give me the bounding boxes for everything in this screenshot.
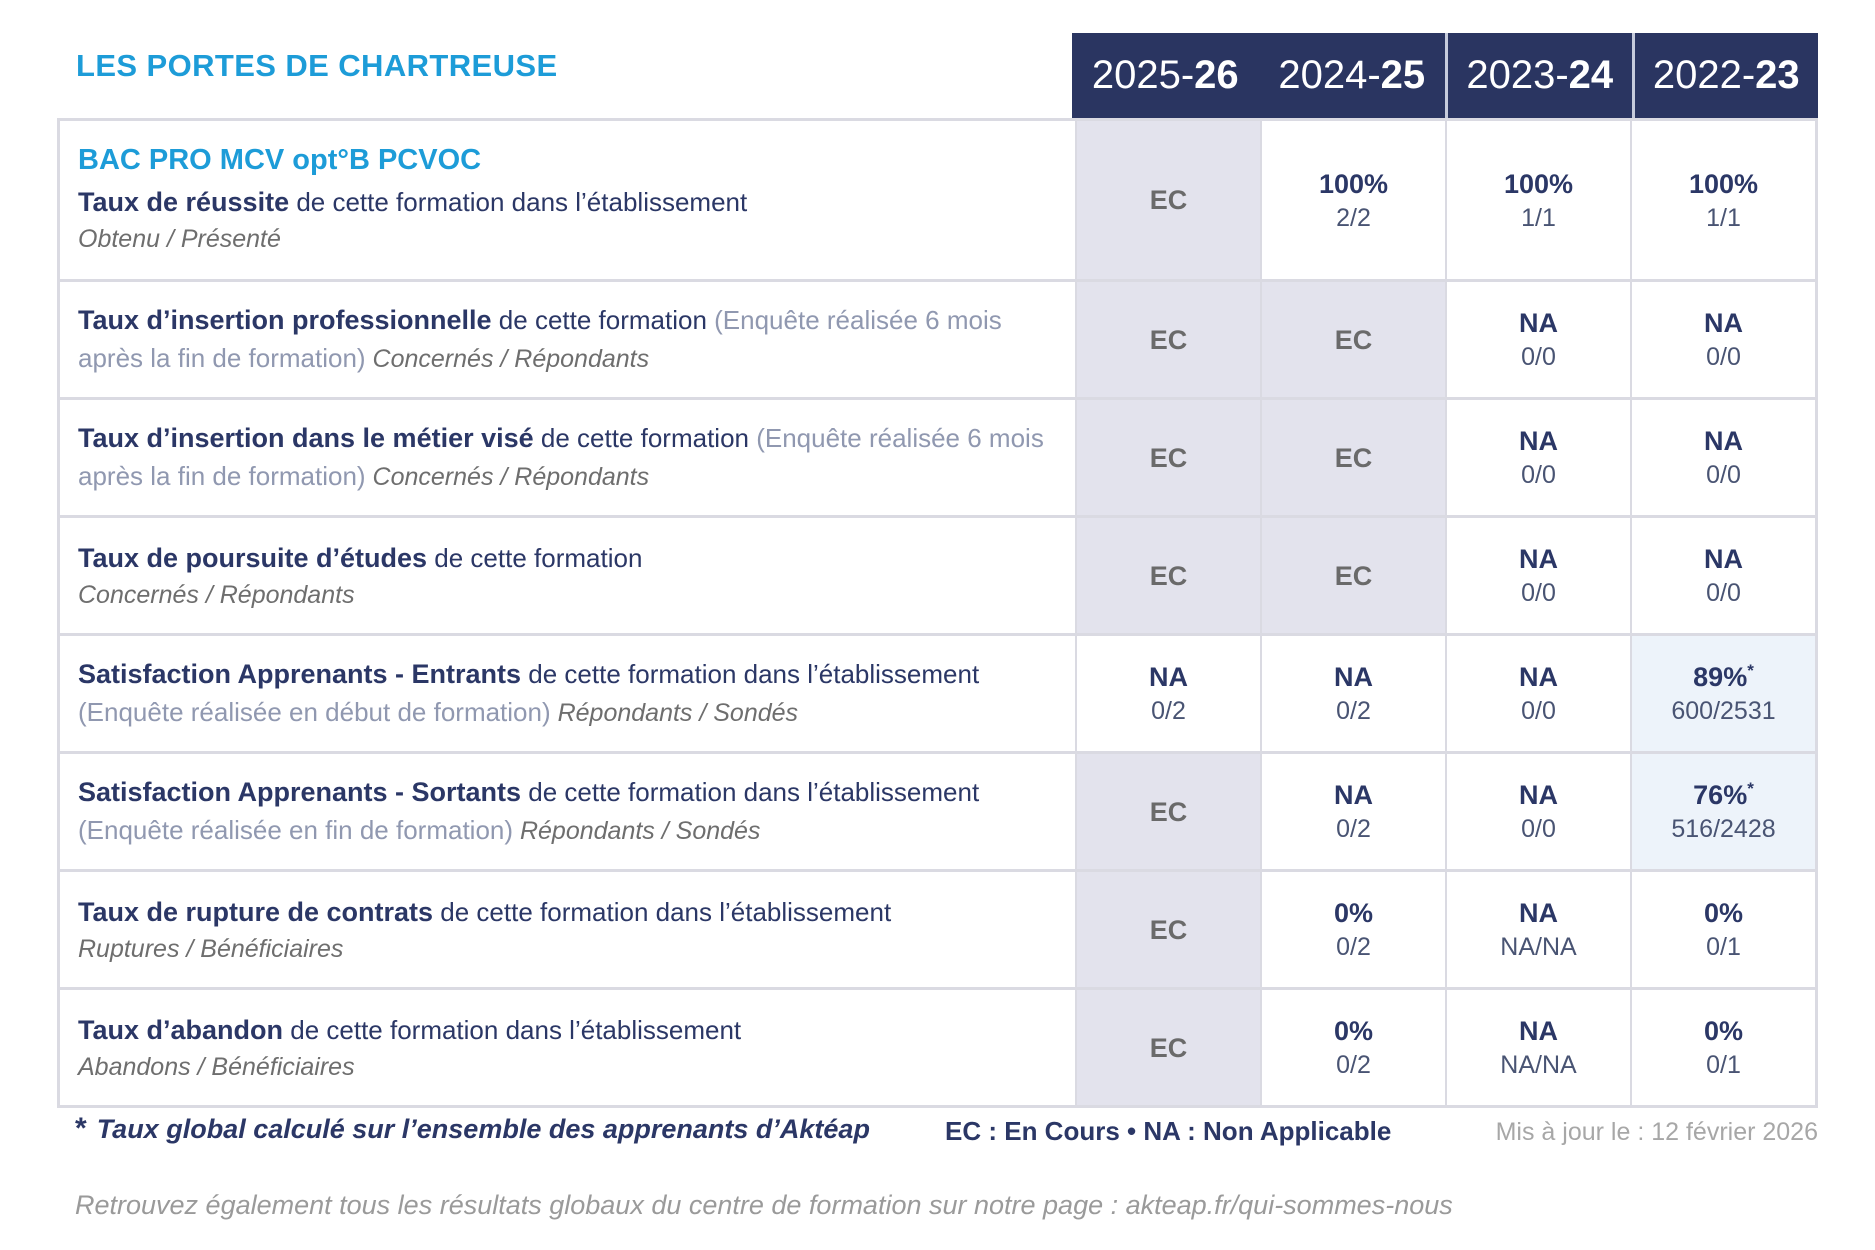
value-cell: 76%* 516/2428 [1630,751,1815,869]
value-cell: 100% 1/1 [1630,121,1815,279]
metric-title: Taux de rupture de contrats [78,896,434,927]
year-bold: 23 [1755,53,1800,97]
results-table: BAC PRO MCV opt°B PCVOC Taux de réussite… [57,118,1818,1108]
value-cell: EC [1075,869,1260,987]
metric-label-abandon: Taux d’abandon de cette formation dans l… [60,987,1075,1105]
value-cell: EC [1260,397,1445,515]
value-cell: NA 0/2 [1260,751,1445,869]
metric-desc: de cette formation [427,542,643,573]
value-cell: EC [1075,515,1260,633]
value-cell: NA 0/0 [1445,515,1630,633]
metric-ratio-caption: Abandons / Bénéficiaires [78,1052,355,1081]
value-cell: EC [1260,515,1445,633]
year-pre: 2023- [1466,53,1569,97]
asterisk: * [75,1112,87,1145]
metric-title: Satisfaction Apprenants - Sortants [78,777,522,807]
global-rate-asterisk: * [1747,661,1754,680]
value-cell: NA 0/0 [1445,751,1630,869]
metric-title: Satisfaction Apprenants - Entrants [78,659,522,689]
metric-paren: (Enquête réalisée 6 mois après la fin de… [78,423,1044,491]
value-cell: NA 0/0 [1630,397,1815,515]
metric-title: Taux d’abandon [78,1014,284,1045]
year-header-2022-23: 2022- 23 [1631,33,1819,118]
value-cell: NA 0/0 [1445,633,1630,751]
school-title: LES PORTES DE CHARTREUSE [76,48,558,83]
metric-ratio-caption: Ruptures / Bénéficiaires [78,934,344,963]
year-header-2023-24: 2023- 24 [1445,33,1632,118]
metric-ratio-caption: Concernés / Répondants [365,345,650,373]
value-cell: 0% 0/2 [1260,987,1445,1105]
metric-desc: de cette formation dans l’établissement [433,896,892,927]
global-results-link-line: Retrouvez également tous les résultats g… [75,1190,1453,1220]
metric-desc: de cette formation [533,423,757,453]
value-cell: NA 0/2 [1075,633,1260,751]
metric-label-insertion-professionnelle: Taux d’insertion professionnelle de cett… [60,279,1075,397]
year-pre: 2025- [1091,53,1195,97]
updated-date: Mis à jour le : 12 février 2026 [1495,1118,1818,1146]
metric-label-taux-de-reussite: BAC PRO MCV opt°B PCVOC Taux de réussite… [60,121,1075,279]
value-cell: 0% 0/1 [1630,987,1815,1105]
value-cell: NA 0/0 [1630,279,1815,397]
asterisk-footnote: * Taux global calculé sur l’ensemble des … [75,1112,870,1145]
metric-paren: (Enquête réalisée 6 mois après la fin de… [78,305,1002,373]
metric-ratio-caption: Concernés / Répondants [365,463,650,491]
metric-ratio-caption: Répondants / Sondés [550,699,799,727]
metric-desc: de cette formation dans l’établissement [521,659,980,689]
value-cell: NA 0/2 [1260,633,1445,751]
value-cell: 100% 1/1 [1445,121,1630,279]
value-cell: NA NA/NA [1445,869,1630,987]
metric-title: Taux d’insertion dans le métier visé [78,423,534,453]
year-header-2024-25: 2024- 25 [1259,33,1446,118]
value-cell: NA 0/0 [1630,515,1815,633]
metric-title: Taux de réussite [78,186,290,217]
value-cell: NA 0/0 [1445,279,1630,397]
metric-desc: de cette formation [491,305,715,335]
metric-title: Taux de poursuite d’études [78,542,428,573]
value-cell: EC [1075,397,1260,515]
value-cell: EC [1075,987,1260,1105]
year-header-bar: 2025- 26 2024- 25 2023- 24 2022- 23 [1072,33,1818,118]
value-cell: EC [1075,279,1260,397]
metric-paren: (Enquête réalisée en début de formation) [78,697,551,727]
global-rate-asterisk: * [1747,779,1754,798]
metric-label-poursuite-etudes: Taux de poursuite d’études de cette form… [60,515,1075,633]
year-pre: 2024- [1278,53,1381,97]
abbreviation-legend: EC : En Cours • NA : Non Applicable [945,1116,1392,1146]
metric-label-insertion-metier-vise: Taux d’insertion dans le métier visé de … [60,397,1075,515]
metric-ratio-caption: Répondants / Sondés [513,817,761,845]
year-bold: 26 [1194,53,1239,97]
year-bold: 25 [1380,53,1426,97]
metric-desc: de cette formation dans l’établissement [289,186,748,217]
value-cell: 89%* 600/2531 [1630,633,1815,751]
metric-label-satisfaction-sortants: Satisfaction Apprenants - Sortants de ce… [60,751,1075,869]
metric-ratio-caption: Concernés / Répondants [78,580,355,609]
metric-desc: de cette formation dans l’établissement [521,777,980,807]
year-header-2025-26: 2025- 26 [1072,33,1259,118]
year-bold: 24 [1568,53,1614,97]
value-cell: 0% 0/1 [1630,869,1815,987]
value-cell: EC [1075,751,1260,869]
value-cell: 0% 0/2 [1260,869,1445,987]
metric-label-satisfaction-entrants: Satisfaction Apprenants - Entrants de ce… [60,633,1075,751]
value-cell: NA NA/NA [1445,987,1630,1105]
metric-label-rupture-contrats: Taux de rupture de contrats de cette for… [60,869,1075,987]
value-cell: NA 0/0 [1445,397,1630,515]
metric-ratio-caption: Obtenu / Présenté [78,224,281,253]
year-pre: 2022- [1652,53,1756,97]
program-title: BAC PRO MCV opt°B PCVOC [78,143,482,176]
value-cell: EC [1075,121,1260,279]
metric-title: Taux d’insertion professionnelle [78,305,492,335]
metric-desc: de cette formation dans l’établissement [283,1014,742,1045]
metric-paren: (Enquête réalisée en fin de formation) [78,815,514,845]
value-cell: EC [1260,279,1445,397]
value-cell: 100% 2/2 [1260,121,1445,279]
